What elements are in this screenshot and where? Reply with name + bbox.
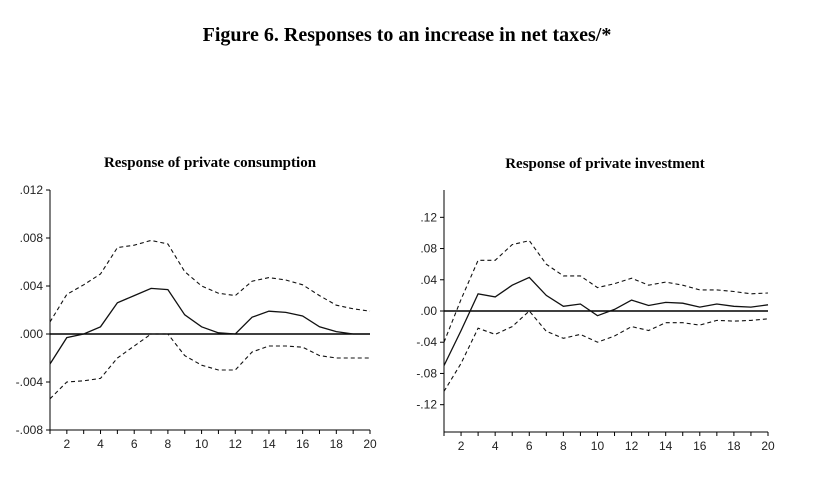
chart-consumption: Response of private consumption -.008 -.00… [16,155,377,451]
y-tick-label: -.004 [16,375,44,389]
upper-band-line [49,239,371,323]
x-tick-label: 16 [296,437,310,451]
y-tick-label: .04 [420,273,437,287]
x-tick-label: 6 [131,437,138,451]
x-tick-label: 12 [229,437,243,451]
chart-title-consumption: Response of private consumption [104,155,317,171]
x-tick-label: 20 [363,437,377,451]
x-tick-label: 10 [195,437,209,451]
x-tick-label: 12 [625,439,639,453]
x-tick-label: 6 [526,439,533,453]
x-tick-label: 14 [659,439,673,453]
y-tick-label: .12 [420,210,437,224]
x-tick-label: 20 [761,439,775,453]
lower-band-line [443,310,769,392]
lower-band-line [49,333,370,400]
response-line [49,287,370,365]
y-tick-label: .00 [420,304,437,318]
x-tick-label: 18 [330,437,344,451]
y-tick-label: -.08 [416,366,437,380]
x-tick-label: 14 [262,437,276,451]
chart-investment: Response of private investment -.12 -.08 -.… [416,156,775,453]
x-tick-label: 8 [560,439,567,453]
x-tick-label: 18 [727,439,741,453]
y-tick-label: -.008 [16,423,44,437]
x-tick-label: 2 [63,437,70,451]
x-tick-label: 2 [458,439,465,453]
figure-title: Figure 6. Responses to an increase in ne… [202,24,612,46]
upper-band-line [443,240,769,343]
x-tick-label: 4 [492,439,499,453]
y-tick-label: .08 [420,242,437,256]
y-tick-label: .008 [20,231,44,245]
y-tick-label: .012 [20,183,44,197]
x-tick-label: 16 [693,439,707,453]
y-tick-label: .000 [20,327,44,341]
y-tick-label: .004 [20,279,44,293]
y-tick-label: -.12 [416,398,437,412]
x-tick-label: 4 [97,437,104,451]
y-tick-label: -.04 [416,335,437,349]
x-tick-label: 8 [165,437,172,451]
chart-title-investment: Response of private investment [505,156,705,172]
x-tick-label: 10 [591,439,605,453]
response-line [443,276,769,366]
